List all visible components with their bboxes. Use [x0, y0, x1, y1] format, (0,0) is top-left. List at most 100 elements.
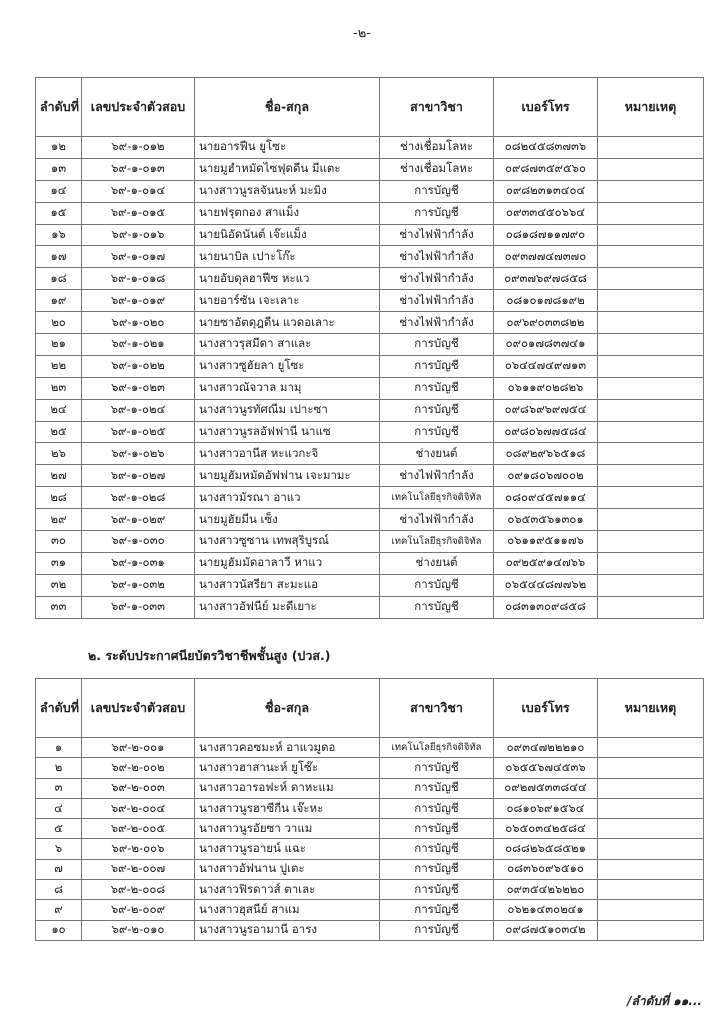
cell-name: นางสาวนูรอัยซา วาแม — [194, 818, 380, 840]
cell-exam-id: ๖๙-๒-๐๐๙ — [81, 899, 195, 921]
cell-name: นางสาวมัรณา อาแว — [194, 486, 380, 510]
cell-name: นายมูฮำหมัดไซฟุดดีน มีแตะ — [194, 157, 380, 181]
cell-remark — [597, 797, 704, 820]
cell-name: นางสาวรุสมีดา สาและ — [194, 333, 380, 356]
header-remark: หมายเหตุ — [597, 678, 704, 738]
cell-phone: ๐๙๘๗๕๑๐๓๔๒ — [493, 919, 598, 941]
cell-major: ช่างเชื่อมโลหะ — [379, 136, 494, 159]
table-row: ๒๕ ๖๙-๑-๐๒๕ นางสาวนูรลอัฟฟานี นาแซ การบัญชี… — [35, 420, 704, 444]
cell-phone: ๐๙๓๗๗๔๗๓๗๐ — [493, 245, 598, 269]
cell-name: นายมูฮัยมีน เซ็ง — [194, 508, 380, 532]
cell-name: นางสาวฮาสานะห์ ยูโซ๊ะ — [194, 757, 380, 779]
cell-name: นายมูฮัมหมัดอัฟฟาน เจะมามะ — [194, 464, 380, 488]
cell-name: นางสาวฟิรดาวส์ ตาเละ — [194, 879, 380, 901]
cell-phone: ๐๙๓๗๖๙๗๘๕๘ — [493, 267, 598, 291]
table-row: ๒๘ ๖๙-๑-๐๒๘ นางสาวมัรณา อาแว เทคโนโลยีธุรกิ… — [35, 486, 704, 510]
cell-phone: ๐๙๘๗๓๕๙๕๖๐ — [493, 157, 598, 181]
section-2-title: ๒. ระดับประกาศนียบัตรวิชาชีพชั้นสูง (ปวส… — [88, 648, 331, 663]
cell-name: นางสาวอานีส หะแวกะจิ — [194, 442, 380, 466]
cell-no: ๓๑ — [35, 551, 82, 575]
table-row: ๒๑ ๖๙-๑-๐๒๑ นางสาวรุสมีดา สาและ การบัญชี ๐๙๐… — [35, 333, 704, 356]
cell-exam-id: ๖๙-๑-๐๓๐ — [81, 530, 195, 553]
cell-remark — [597, 442, 704, 466]
cell-name: นายนิอัดนันต์ เจ๊ะแม็ง — [194, 223, 380, 247]
cell-major: เทคโนโลยีธุรกิจดิจิทัล — [379, 736, 494, 759]
cell-phone: ๐๘๓๑๓๐๙๘๕๘ — [493, 595, 598, 619]
applicants-table-higher-vocational: ลำดับที่ เลขประจำตัวสอบ ชื่อ-สกุล สาขาวิ… — [35, 678, 704, 941]
cell-remark — [597, 201, 704, 225]
cell-major: การบัญชี — [379, 376, 494, 400]
continuation-note: /ลำดับที่ ๑๑... — [627, 994, 702, 1008]
cell-exam-id: ๖๙-๑-๐๓๑ — [81, 551, 195, 575]
cell-exam-id: ๖๙-๑-๐๑๔ — [81, 179, 195, 203]
cell-phone: ๐๘๘๒๖๕๘๕๒๑ — [493, 838, 598, 860]
cell-phone: ๐๖๕๐๓๔๒๕๘๔ — [493, 818, 598, 840]
table-row: ๓๒ ๖๙-๑-๐๓๒ นางสาวนัสรียา สะมะแอ การบัญชี ๐๖… — [35, 573, 704, 597]
table-row: ๑๔ ๖๙-๑-๐๑๔ นางสาวนูรลจันนะห์ มะมิง การบัญช… — [35, 179, 704, 203]
cell-remark — [597, 486, 704, 510]
cell-exam-id: ๖๙-๑-๐๑๕ — [81, 201, 195, 225]
cell-major: การบัญชี — [379, 354, 494, 378]
cell-remark — [597, 398, 704, 422]
table-row: ๒๐ ๖๙-๑-๐๒๐ นายซาอัตดุฎดีน แวดอเลาะ ช่างไฟฟ… — [35, 311, 704, 335]
cell-no: ๑๔ — [35, 179, 82, 203]
cell-exam-id: ๖๙-๑-๐๒๑ — [81, 333, 195, 356]
cell-exam-id: ๖๙-๑-๐๓๒ — [81, 573, 195, 597]
cell-major: ช่างเชื่อมโลหะ — [379, 157, 494, 181]
cell-no: ๑๒ — [35, 136, 82, 159]
cell-major: การบัญชี — [379, 757, 494, 779]
cell-phone: ๐๙๓๓๔๕๐๖๖๔ — [493, 201, 598, 225]
cell-no: ๗ — [35, 858, 82, 881]
header-major: สาขาวิชา — [379, 77, 494, 137]
cell-exam-id: ๖๙-๑-๐๒๓ — [81, 376, 195, 400]
cell-major: การบัญชี — [379, 398, 494, 422]
cell-major: การบัญชี — [379, 879, 494, 901]
cell-remark — [597, 376, 704, 400]
cell-name: นายอารฟีน ยูโซะ — [194, 136, 380, 159]
cell-exam-id: ๖๙-๑-๐๒๐ — [81, 311, 195, 335]
cell-phone: ๐๘๐๙๔๕๗๑๑๔ — [493, 486, 598, 510]
cell-exam-id: ๖๙-๑-๐๑๖ — [81, 223, 195, 247]
table-row: ๑๐ ๖๙-๒-๐๑๐ นางสาวนูรอามานี อารง การบัญชี ๐๙… — [35, 919, 704, 941]
cell-no: ๒ — [35, 757, 82, 779]
cell-remark — [597, 530, 704, 553]
cell-major: เทคโนโลยีธุรกิจดิจิทัล — [379, 486, 494, 510]
cell-no: ๔ — [35, 797, 82, 820]
cell-remark — [597, 136, 704, 159]
cell-remark — [597, 551, 704, 575]
cell-major: ช่างไฟฟ้ากำลัง — [379, 311, 494, 335]
cell-major: การบัญชี — [379, 858, 494, 881]
cell-phone: ๐๙๒๗๕๓๓๘๔๔ — [493, 777, 598, 799]
cell-exam-id: ๖๙-๑-๐๓๓ — [81, 595, 195, 619]
cell-no: ๑๓ — [35, 157, 82, 181]
table-row: ๒๖๙-๒-๐๐๒ นางสาวฮาสานะห์ ยูโซ๊ะ การบัญชี ๐๖… — [35, 757, 704, 779]
table-row: ๑๒ ๖๙-๑-๐๑๒ นายอารฟีน ยูโซะ ช่างเชื่อมโลหะ๐… — [35, 136, 704, 159]
table-row: ๒๙ ๖๙-๑-๐๒๙ นายมูฮัยมีน เซ็ง ช่างไฟฟ้ากำลัง… — [35, 508, 704, 532]
cell-phone: ๐๘๑๘๗๑๑๗๙๐ — [493, 223, 598, 247]
cell-no: ๕ — [35, 818, 82, 840]
cell-major: การบัญชี — [379, 595, 494, 619]
cell-name: นางสาวซูฮัยลา ยูโซะ — [194, 354, 380, 378]
cell-phone: ๐๙๖๙๐๓๓๘๒๒ — [493, 311, 598, 335]
cell-exam-id: ๖๙-๒-๐๐๖ — [81, 838, 195, 860]
cell-no: ๑๘ — [35, 267, 82, 291]
cell-exam-id: ๖๙-๒-๐๑๐ — [81, 919, 195, 941]
cell-no: ๓๐ — [35, 530, 82, 553]
table-row: ๖๖๙-๒-๐๐๖ นางสาวนูรอายน์ แฉะ การบัญชี ๐๘๘๒๖… — [35, 838, 704, 860]
cell-exam-id: ๖๙-๑-๐๑๙ — [81, 289, 195, 313]
cell-no: ๒๗ — [35, 464, 82, 488]
cell-phone: ๐๙๓๔๗๒๒๒๑๐ — [493, 736, 598, 759]
cell-name: นางสาวนูรฮาซีกีน เจ๊ะหะ — [194, 797, 380, 820]
cell-phone: ๐๙๑๘๐๖๗๐๐๒ — [493, 464, 598, 488]
cell-exam-id: ๖๙-๑-๐๒๗ — [81, 464, 195, 488]
cell-remark — [597, 777, 704, 799]
cell-no: ๒๓ — [35, 376, 82, 400]
cell-major: ช่างยนต์ — [379, 551, 494, 575]
cell-remark — [597, 595, 704, 619]
cell-major: ช่างไฟฟ้ากำลัง — [379, 223, 494, 247]
cell-name: นางสาวคอซมะห์ อาแวมูดอ — [194, 736, 380, 759]
cell-exam-id: ๖๙-๑-๐๑๓ — [81, 157, 195, 181]
cell-phone: ๐๘๙๒๙๖๖๕๑๘ — [493, 442, 598, 466]
header-exam-id: เลขประจำตัวสอบ — [81, 678, 195, 738]
cell-name: นางสาวนูรทัศณีม เปาะซา — [194, 398, 380, 422]
